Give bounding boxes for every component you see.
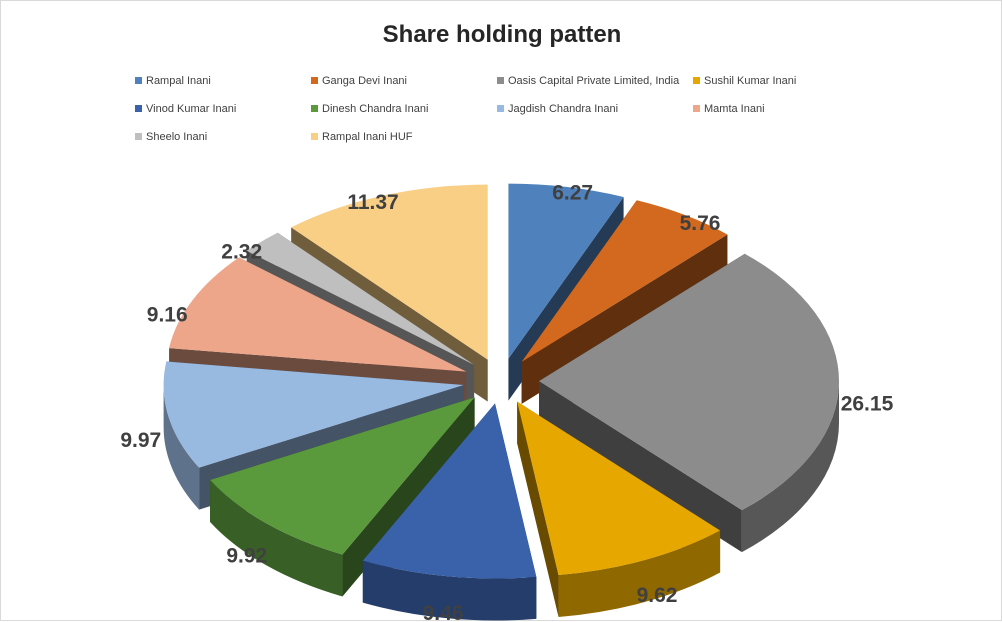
pie-slice	[291, 184, 488, 360]
legend-label: Rampal Inani HUF	[322, 130, 413, 143]
data-label: 11.37	[347, 191, 398, 214]
data-label: 9.97	[120, 429, 161, 452]
legend-label: Ganga Devi Inani	[322, 74, 407, 87]
legend-item: Ganga Devi Inani	[311, 73, 497, 88]
legend-label: Oasis Capital Private Limited, India	[508, 74, 680, 87]
legend-item: Sushil Kumar Inani	[693, 73, 893, 88]
slice-wall	[538, 381, 742, 553]
legend-item: Jagdish Chandra Inani	[497, 101, 693, 116]
slice-edge	[210, 479, 343, 597]
legend-swatch	[311, 105, 318, 112]
legend-item: Vinod Kumar Inani	[135, 101, 311, 116]
chart-legend: Rampal Inani Ganga Devi Inani Oasis Capita…	[135, 73, 895, 144]
legend-swatch	[135, 133, 142, 140]
legend-swatch	[311, 77, 318, 84]
legend-item: Sheelo Inani	[135, 129, 311, 144]
slice-edge	[741, 381, 839, 553]
data-label: 9.92	[226, 545, 267, 568]
pie-slice	[246, 232, 475, 365]
chart-title: Share holding patten	[382, 21, 622, 48]
pie-slice	[210, 397, 475, 555]
legend-item: Mamta Inani	[693, 101, 893, 116]
legend-swatch	[693, 77, 700, 84]
slice-wall	[517, 401, 559, 617]
data-label: 9.16	[147, 303, 188, 326]
legend-label: Jagdish Chandra Inani	[508, 102, 619, 115]
data-label: 26.15	[841, 392, 894, 415]
legend-label: Rampal Inani	[146, 74, 211, 87]
slice-tops: 6.27 5.76 26.15 9.62 9.46 9.92 9.97 9.16 2.32 11.…	[120, 182, 893, 622]
legend-item: Dinesh Chandra Inani	[311, 101, 497, 116]
legend-swatch	[497, 77, 504, 84]
pie-slice	[169, 257, 467, 372]
legend-item: Rampal Inani HUF	[311, 129, 497, 144]
pie-slice	[508, 183, 624, 359]
legend-item: Rampal Inani	[135, 73, 311, 88]
legend-label: Vinod Kumar Inani	[146, 102, 237, 115]
data-label: 5.76	[680, 212, 721, 235]
data-label: 6.27	[552, 182, 593, 205]
pie-slice	[362, 403, 537, 579]
data-label: 2.32	[221, 240, 262, 263]
legend-swatch	[693, 105, 700, 112]
legend-label: Sushil Kumar Inani	[704, 74, 797, 87]
slice-edge	[163, 385, 200, 510]
pie-slice	[517, 401, 721, 575]
slice-edge	[362, 560, 537, 621]
slice-edge	[558, 530, 721, 617]
legend-label: Sheelo Inani	[146, 130, 208, 143]
pie-slice	[538, 253, 839, 511]
data-label: 9.46	[423, 602, 464, 622]
pie-slice	[521, 200, 728, 362]
data-label: 9.62	[637, 584, 678, 607]
legend-swatch	[135, 105, 142, 112]
legend-swatch	[311, 133, 318, 140]
legend-swatch	[135, 77, 142, 84]
legend-swatch	[497, 105, 504, 112]
legend-label: Dinesh Chandra Inani	[322, 102, 429, 115]
legend-item: Oasis Capital Private Limited, India	[497, 73, 693, 88]
legend-label: Mamta Inani	[704, 102, 765, 115]
pie-slice	[163, 361, 464, 468]
